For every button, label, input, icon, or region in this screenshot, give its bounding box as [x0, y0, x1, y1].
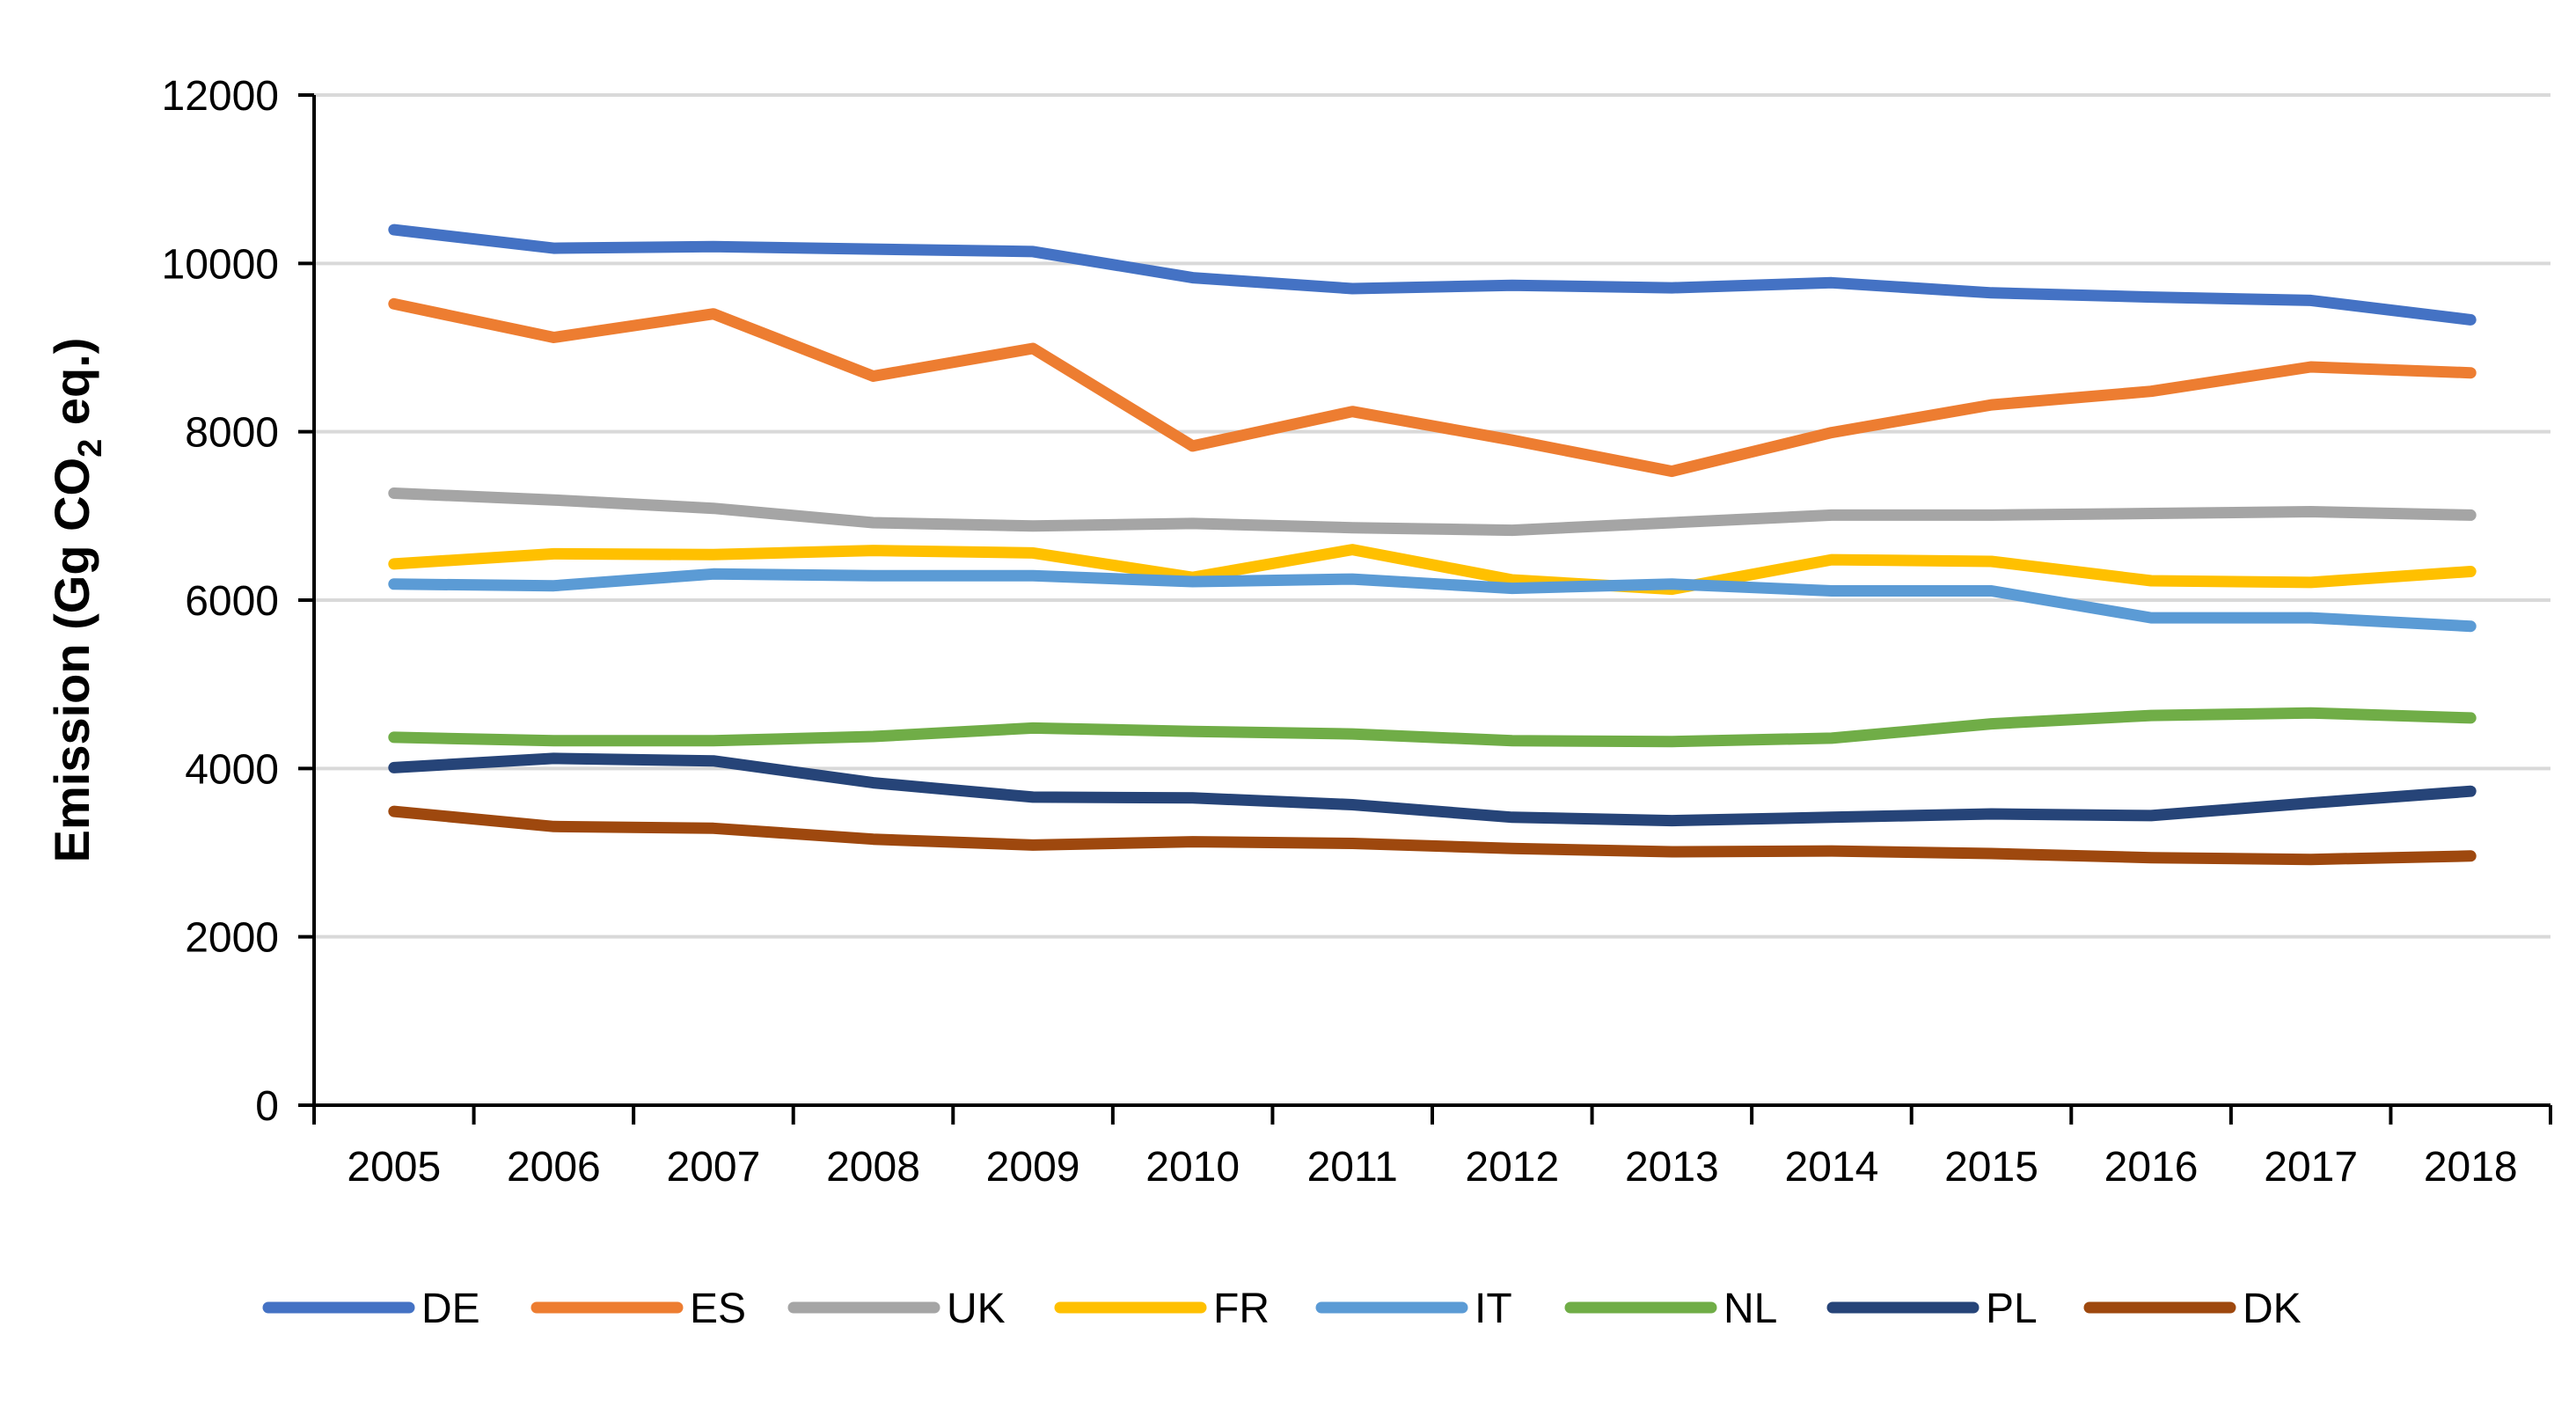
legend-label: NL	[1723, 1286, 1777, 1332]
y-tick-labels: 0 2000 4000 6000 8000 10000 12000	[162, 73, 314, 1130]
y-axis-label-subscript: 2	[72, 439, 109, 458]
series-line-de	[388, 224, 2477, 326]
y-tick-label: 0	[255, 1083, 279, 1130]
y-axis-label-suffix: eq.)	[44, 338, 99, 439]
series-es	[388, 297, 2477, 478]
legend-label: PL	[1986, 1286, 2038, 1332]
x-tick-label: 2010	[1145, 1144, 1240, 1191]
y-axis-label-prefix: Emission (Gg CO	[44, 458, 99, 863]
series-nl	[388, 707, 2477, 748]
series-uk	[388, 487, 2477, 537]
y-axis-label: Emission (Gg CO2 eq.)	[44, 338, 109, 863]
legend-item-fr: FR	[1054, 1286, 1270, 1332]
y-tick-label: 8000	[185, 410, 279, 457]
x-tick-label: 2011	[1307, 1144, 1398, 1191]
series-line-es	[388, 297, 2477, 478]
series-lines	[388, 224, 2477, 866]
series-pl	[388, 752, 2477, 827]
x-tick-label: 2016	[2104, 1144, 2199, 1191]
legend-item-it: IT	[1315, 1286, 1512, 1332]
legend-item-dk: DK	[2083, 1286, 2302, 1332]
legend-item-de: DE	[262, 1286, 480, 1332]
y-tick-label: 10000	[162, 241, 279, 288]
x-tick-label: 2012	[1465, 1144, 1559, 1191]
series-line-uk	[388, 487, 2477, 537]
legend-label: DK	[2243, 1286, 2302, 1332]
y-tick-label: 4000	[185, 746, 279, 793]
legend-item-pl: PL	[1826, 1286, 2038, 1332]
x-tick-label: 2015	[1944, 1144, 2038, 1191]
series-line-it	[388, 568, 2477, 633]
series-fr	[388, 544, 2477, 596]
legend-label: ES	[690, 1286, 746, 1332]
x-tick-label: 2017	[2264, 1144, 2358, 1191]
legend-label: DE	[421, 1286, 480, 1332]
legend-label: IT	[1475, 1286, 1512, 1332]
y-tick-label: 6000	[185, 578, 279, 625]
legend-label: UK	[947, 1286, 1006, 1332]
x-tick-label: 2013	[1625, 1144, 1719, 1191]
series-line-dk	[388, 805, 2477, 866]
x-tick-label: 2018	[2424, 1144, 2518, 1191]
x-tick-label: 2014	[1785, 1144, 1879, 1191]
series-de	[388, 224, 2477, 326]
y-tick-label: 2000	[185, 915, 279, 962]
x-tick-label: 2009	[986, 1144, 1080, 1191]
series-it	[388, 568, 2477, 633]
gridlines	[314, 93, 2550, 939]
legend-label: FR	[1213, 1286, 1270, 1332]
series-line-fr	[388, 544, 2477, 596]
series-line-nl	[388, 707, 2477, 748]
legend-item-uk: UK	[787, 1286, 1006, 1332]
x-tick-label: 2007	[667, 1144, 761, 1191]
series-line-pl	[388, 752, 2477, 827]
x-tick-labels: 2005 2006 2007 2008 2009 2010 2011 2012 2013 2014…	[312, 1105, 2552, 1191]
legend-item-es: ES	[531, 1286, 746, 1332]
x-tick-label: 2008	[826, 1144, 920, 1191]
y-tick-label: 12000	[162, 73, 279, 120]
series-dk	[388, 805, 2477, 866]
legend-item-nl: NL	[1564, 1286, 1777, 1332]
x-tick-label: 2005	[347, 1144, 441, 1191]
legend: DE ES UK FR IT NL PL DK	[262, 1286, 2302, 1332]
x-tick-label: 2006	[507, 1144, 601, 1191]
